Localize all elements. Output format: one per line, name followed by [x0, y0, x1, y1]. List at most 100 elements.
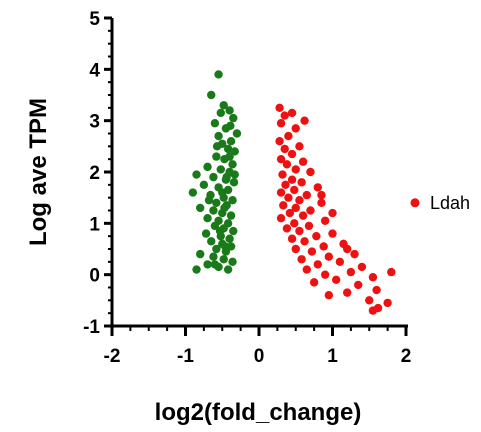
scatter-point — [276, 188, 286, 197]
scatter-point — [312, 231, 321, 241]
scatter-point — [297, 255, 306, 264]
scatter-point — [214, 131, 223, 141]
scatter-point — [368, 306, 378, 315]
scatter-point — [302, 265, 311, 274]
scatter-point — [383, 298, 392, 308]
scatter-point — [199, 180, 209, 190]
scatter-point — [324, 291, 334, 300]
y-ticks: -1 0 1 2 3 4 5 — [83, 9, 112, 338]
scatter-point — [226, 137, 236, 146]
x-axis: -2 -1 0 1 2 — [104, 324, 411, 367]
y-tick-label: 0 — [89, 266, 100, 287]
scatter-point — [328, 208, 337, 218]
scatter-point — [295, 196, 304, 205]
scatter-point — [209, 206, 218, 215]
scatter-point — [226, 242, 236, 251]
data-points — [188, 70, 396, 315]
scatter-point — [291, 244, 300, 254]
scatter-point — [275, 137, 284, 146]
scatter-point — [223, 265, 233, 274]
scatter-point — [335, 257, 345, 267]
x-tick-label: -1 — [177, 346, 194, 367]
scatter-point — [313, 260, 322, 269]
scatter-point — [280, 144, 289, 154]
scatter-point — [304, 221, 314, 231]
scatter-point — [196, 249, 205, 259]
scatter-point — [210, 221, 220, 231]
scatter-point — [278, 170, 287, 179]
scatter-point — [212, 244, 221, 254]
scatter-point — [218, 188, 227, 197]
scatter-point — [230, 170, 239, 179]
scatter-point — [204, 196, 214, 205]
scatter-point — [212, 152, 221, 161]
scatter-point — [387, 267, 396, 277]
scatter-point — [207, 237, 216, 246]
scatter-point — [291, 165, 300, 174]
scatter-point — [298, 157, 308, 166]
annotations: Ldah — [410, 193, 470, 213]
scatter-point — [209, 172, 218, 182]
scatter-point — [226, 121, 235, 130]
scatter-point — [276, 214, 286, 223]
scatter-point — [228, 257, 237, 267]
scatter-point — [291, 124, 300, 133]
scatter-point — [225, 152, 234, 161]
scatter-point — [192, 265, 201, 274]
scatter-point — [284, 193, 293, 202]
scatter-point — [276, 154, 286, 164]
scatter-point — [229, 226, 238, 236]
scatter-point — [219, 101, 228, 110]
x-tick-label: 0 — [254, 346, 265, 367]
scatter-point — [192, 170, 201, 179]
scatter-point — [307, 247, 317, 256]
y-tick-label: 4 — [89, 60, 100, 81]
y-tick-label: 2 — [89, 163, 100, 184]
scatter-point — [203, 214, 212, 223]
scatter-point — [229, 178, 239, 187]
scatter-point — [368, 273, 378, 282]
scatter-point — [284, 131, 293, 141]
scatter-point — [313, 183, 322, 192]
scatter-point — [212, 142, 222, 151]
scatter-point — [232, 129, 242, 138]
scatter-point — [222, 172, 231, 182]
scatter-point — [287, 175, 297, 184]
scatter-point — [280, 111, 289, 120]
scatter-point — [188, 188, 198, 197]
scatter-point — [320, 270, 330, 279]
scatter-point — [226, 211, 236, 220]
scatter-point — [203, 162, 212, 172]
scatter-point — [207, 90, 216, 100]
scatter-point — [279, 201, 288, 210]
scatter-point — [291, 203, 300, 213]
y-axis-title: Log ave TPM — [25, 98, 52, 246]
scatter-point — [223, 144, 233, 154]
scatter-point — [298, 211, 308, 220]
scatter-point — [309, 278, 319, 287]
scatter-point — [357, 262, 367, 272]
scatter-point — [220, 203, 229, 213]
scatter-point — [210, 119, 220, 128]
scatter-point — [295, 226, 304, 236]
scatter-point — [281, 180, 290, 190]
annotation-label: Ldah — [430, 193, 470, 213]
scatter-point — [354, 280, 363, 290]
scatter-point — [214, 70, 223, 79]
x-tick-label: -2 — [104, 346, 121, 367]
x-axis-title: log2(fold_change) — [155, 399, 362, 426]
scatter-point — [306, 167, 315, 177]
scatter-point — [209, 252, 218, 261]
scatter-point — [328, 229, 337, 238]
scatter-point — [297, 178, 306, 187]
scatter-point — [317, 198, 326, 207]
scatter-point — [319, 242, 328, 251]
scatter-point — [212, 198, 221, 207]
scatter-point — [220, 242, 230, 251]
x-tick-label: 1 — [327, 346, 338, 367]
x-ticks: -2 -1 0 1 2 — [104, 326, 411, 367]
scatter-point — [302, 190, 311, 200]
scatter-point — [372, 285, 381, 295]
y-axis: -1 0 1 2 3 4 5 — [83, 9, 114, 338]
